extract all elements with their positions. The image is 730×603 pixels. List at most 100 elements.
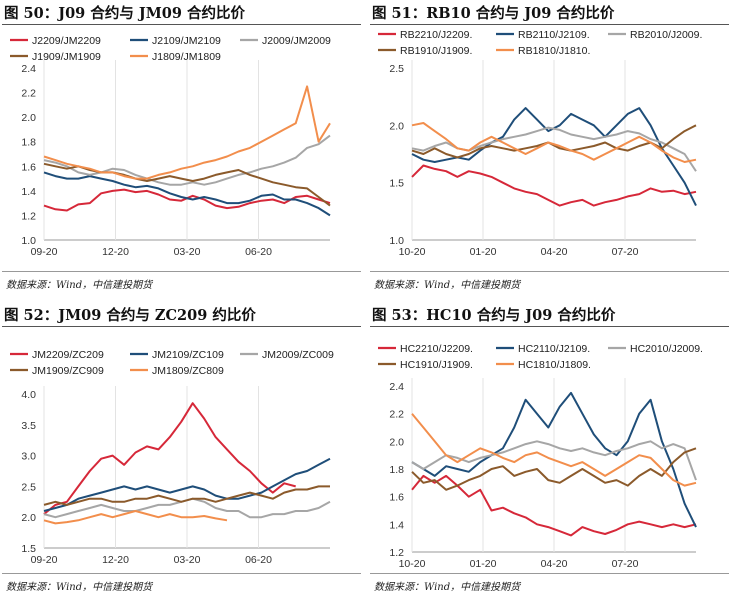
y-tick-label: 1.5 [389, 178, 404, 190]
chart-title: 图 52：JM09 合约与 ZC209 约比价 [4, 307, 256, 324]
line-chart: HC2210/J2209. HC2110/J2109. HC2010/J2009. H… [378, 343, 703, 570]
y-tick-label: 1.8 [389, 464, 404, 476]
y-tick-label: 1.6 [21, 161, 36, 173]
x-tick-label: 12-20 [102, 554, 129, 566]
y-tick-label: 3.5 [21, 420, 36, 432]
x-tick-label: 06-20 [245, 554, 272, 566]
series-line [43, 457, 331, 512]
series-line [43, 510, 228, 525]
title-rule [370, 24, 729, 25]
y-tick-label: 2.2 [389, 409, 404, 421]
x-tick-label: 03-20 [174, 246, 201, 258]
line-chart: J2209/JM2209 J2109/JM2109 J2009/JM2009 J190… [10, 35, 331, 258]
series-line [411, 124, 697, 159]
x-tick-label: 10-20 [399, 558, 426, 570]
line-chart: RB2210/J2209. RB2110/J2109. RB2010/J2009. R… [378, 29, 702, 258]
y-tick-label: 4.0 [21, 389, 36, 401]
legend-label: RB1810/J1810. [518, 45, 590, 57]
legend-label: J2209/JM2209 [32, 35, 101, 47]
legend-label: JM2009/ZC009 [262, 349, 334, 361]
legend-label: JM1909/ZC909 [32, 365, 104, 377]
source-note: 数据来源：Wind，中信建投期货 [374, 582, 521, 593]
series-line [411, 413, 697, 487]
chart-panel-53: 图 53：HC10 合约与 J09 合约比价 HC2210/J2209. HC21… [368, 302, 730, 603]
title-rule [2, 24, 361, 25]
x-tick-label: 09-20 [31, 246, 58, 258]
chart-title: 图 53：HC10 合约与 J09 合约比价 [372, 307, 616, 324]
series-line [411, 447, 697, 491]
legend-label: JM1809/ZC809 [152, 365, 224, 377]
series-line [43, 162, 331, 207]
y-tick-label: 1.6 [389, 492, 404, 504]
series-line [43, 402, 296, 515]
x-tick-label: 06-20 [245, 246, 272, 258]
legend-label: HC2210/J2209. [400, 343, 473, 355]
y-tick-label: 1.4 [21, 186, 36, 198]
y-tick-label: 2.4 [389, 381, 404, 393]
series-line [43, 134, 331, 186]
series-line [43, 485, 330, 506]
chart-panel-50: 图 50：J09 合约与 JM09 合约比价 J2209/JM2209 J2109… [0, 0, 365, 301]
y-tick-label: 1.2 [21, 210, 36, 222]
source-rule [2, 271, 361, 272]
source-note: 数据来源：Wind，中信建投期货 [6, 280, 153, 291]
x-tick-label: 09-20 [31, 554, 58, 566]
y-tick-label: 1.0 [21, 235, 36, 247]
source-note: 数据来源：Wind，中信建投期货 [374, 280, 521, 291]
source-rule [370, 573, 729, 574]
legend-label: HC2110/J2109. [518, 343, 590, 355]
y-tick-label: 1.4 [389, 519, 404, 531]
x-tick-label: 01-20 [470, 246, 497, 258]
legend-label: RB2110/J2109. [518, 29, 590, 41]
series-line [43, 85, 331, 180]
legend-label: RB2010/J2009. [630, 29, 702, 41]
chart-title: 图 50：J09 合约与 JM09 合约比价 [4, 5, 245, 22]
legend-label: JM2209/ZC209 [32, 349, 104, 361]
y-tick-label: 2.2 [21, 88, 36, 100]
chart-panel-52: 图 52：JM09 合约与 ZC209 约比价 JM2209/ZC209 JM21… [0, 302, 365, 603]
series-line [411, 391, 697, 528]
title-rule [2, 326, 361, 327]
source-rule [2, 573, 361, 574]
y-tick-label: 3.0 [21, 451, 36, 463]
x-tick-label: 12-20 [102, 246, 129, 258]
title-rule [370, 326, 729, 327]
y-tick-label: 1.8 [21, 137, 36, 149]
series-line [411, 440, 697, 481]
y-tick-label: 2.0 [389, 436, 404, 448]
legend-label: J1809/JM1809 [152, 51, 221, 63]
legend-label: RB1910/J1909. [400, 45, 472, 57]
legend-label: HC1810/J1809. [518, 359, 591, 371]
x-tick-label: 07-20 [612, 246, 639, 258]
chart-title: 图 51：RB10 合约与 J09 合约比价 [372, 5, 615, 22]
series-line [411, 122, 697, 163]
legend-label: J1909/JM1909 [32, 51, 101, 63]
y-tick-label: 2.0 [389, 120, 404, 132]
y-tick-label: 1.2 [389, 547, 404, 559]
chart-panel-51: 图 51：RB10 合约与 J09 合约比价 RB2210/J2209. RB21… [368, 0, 730, 301]
x-tick-label: 07-20 [612, 558, 639, 570]
source-note: 数据来源：Wind，中信建投期货 [6, 582, 153, 593]
legend-label: HC1910/J1909. [400, 359, 473, 371]
line-chart: JM2209/ZC209 JM2109/ZC109 JM2009/ZC009 JM19… [10, 349, 334, 566]
x-tick-label: 03-20 [174, 554, 201, 566]
legend-label: RB2210/J2209. [400, 29, 472, 41]
legend-label: J2009/JM2009 [262, 35, 331, 47]
x-tick-label: 01-20 [470, 558, 497, 570]
y-tick-label: 2.5 [21, 481, 36, 493]
series-line [411, 164, 697, 207]
y-tick-label: 2.5 [389, 63, 404, 75]
legend-label: JM2109/ZC109 [152, 349, 224, 361]
y-tick-label: 2.0 [21, 512, 36, 524]
x-tick-label: 10-20 [399, 246, 426, 258]
y-tick-label: 1.5 [21, 543, 36, 555]
y-tick-label: 2.4 [21, 63, 36, 75]
series-line [43, 171, 331, 217]
y-tick-label: 1.0 [389, 235, 404, 247]
legend-label: HC2010/J2009. [630, 343, 703, 355]
x-tick-label: 04-20 [541, 558, 568, 570]
y-tick-label: 2.0 [21, 112, 36, 124]
legend-label: J2109/JM2109 [152, 35, 221, 47]
series-line [411, 474, 697, 537]
x-tick-label: 04-20 [541, 246, 568, 258]
